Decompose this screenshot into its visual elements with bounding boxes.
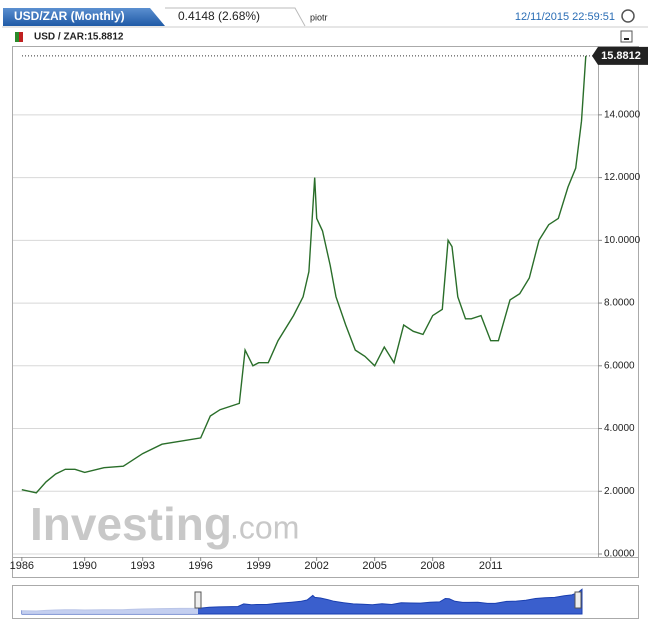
user: piotr — [310, 12, 328, 22]
y-tick-label: 2.0000 — [604, 486, 635, 497]
last-value-label: 15.8812 — [601, 50, 641, 62]
y-tick-label: 10.0000 — [604, 235, 641, 246]
y-tick-label: 0.0000 — [604, 549, 635, 560]
timestamp: 12/11/2015 22:59:51 — [515, 11, 615, 23]
navigator-handle[interactable] — [574, 591, 582, 609]
y-tick-label: 6.0000 — [604, 360, 635, 371]
x-tick-label: 2008 — [420, 560, 444, 572]
navigator-handle[interactable] — [194, 591, 202, 609]
x-tick-label: 2002 — [304, 560, 328, 572]
x-tick-label: 1999 — [246, 560, 270, 572]
content: 0.0000 2.0000 4.0000 6.0000 8.0000 10.0000 12.… — [10, 46, 648, 615]
watermark: Investing — [30, 498, 232, 550]
change: 0.4148 (2.68%) — [178, 9, 260, 23]
x-tick-label: 1993 — [130, 560, 154, 572]
y-tick-label: 14.0000 — [604, 110, 641, 121]
navigator-unselected — [22, 586, 198, 614]
tab-title: USD/ZAR (Monthly) — [14, 9, 125, 23]
y-tick-label: 12.0000 — [604, 172, 641, 183]
y-tick-label: 4.0000 — [604, 423, 635, 434]
tab-outline — [165, 7, 306, 27]
x-tick-label: 1986 — [10, 560, 34, 572]
legend-label: USD / ZAR:15.8812 — [34, 32, 124, 43]
tab[interactable] — [3, 8, 165, 26]
x-tick-label: 2011 — [479, 560, 503, 572]
minimize-button[interactable] — [620, 30, 633, 43]
x-tick-label: 1990 — [72, 560, 96, 572]
y-tick-label: 8.0000 — [604, 298, 635, 309]
watermark-suffix: .com — [230, 509, 299, 545]
plot-frame — [12, 46, 639, 578]
x-tick-label: 1996 — [188, 560, 212, 572]
x-tick-label: 2005 — [362, 560, 386, 572]
legend-icon-up — [15, 32, 19, 42]
legend-icon-down — [19, 32, 23, 42]
last-value-box — [592, 46, 648, 65]
close-button[interactable] — [621, 9, 635, 23]
price-line — [21, 55, 587, 494]
